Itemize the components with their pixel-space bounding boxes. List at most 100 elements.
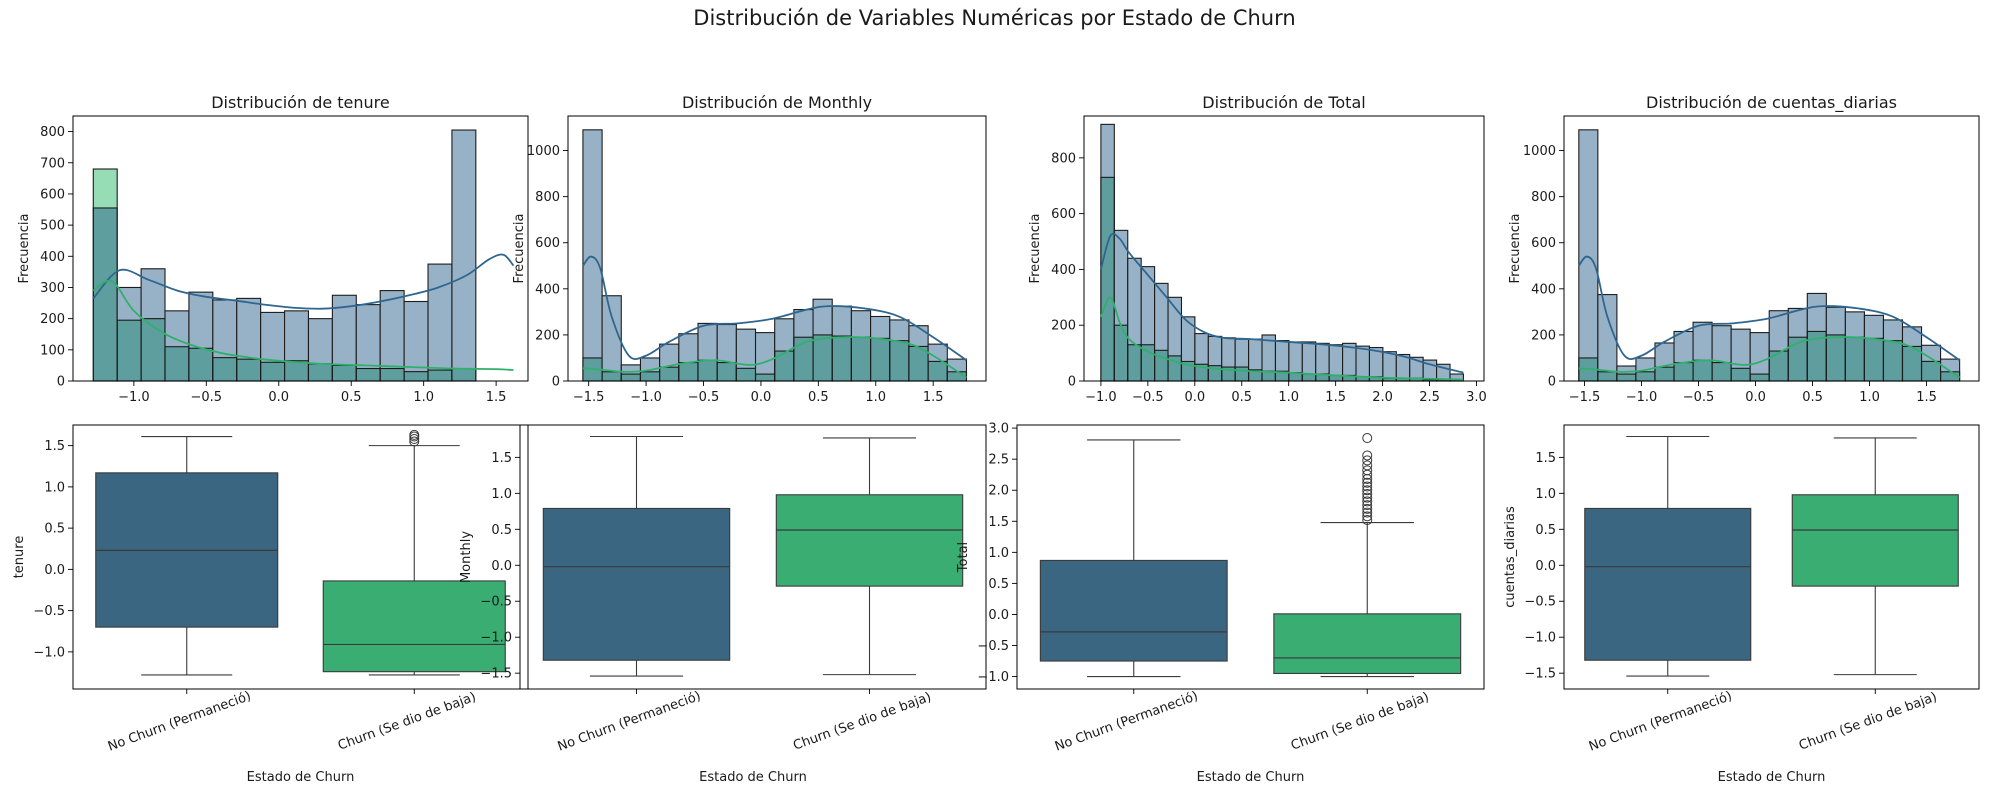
- outlier-point: [1362, 485, 1373, 496]
- hist-bar-upper: [1248, 339, 1263, 370]
- y-axis-label: tenure: [12, 536, 27, 579]
- axes-frame: [1563, 424, 1980, 690]
- outlier-point: [1362, 496, 1373, 507]
- x-tick-label: 2.0: [1372, 390, 1393, 405]
- hist-bar-upper: [1181, 316, 1195, 362]
- hist-bar-upper: [1141, 266, 1155, 345]
- x-tick-label: 0.0: [268, 390, 289, 405]
- box-churn: [1791, 494, 1959, 587]
- y-tick-label: 0.5: [44, 522, 65, 537]
- hist-bar-upper: [1100, 124, 1115, 178]
- hist-bar-upper: [1302, 341, 1316, 375]
- hist-bar-upper: [1382, 351, 1397, 379]
- y-tick-label: 400: [1051, 263, 1076, 278]
- x-tick-label: 0.0: [1745, 390, 1766, 405]
- hist-bar-upper: [93, 169, 118, 208]
- hist-bar-upper: [1674, 331, 1694, 363]
- hist-bar-overlap: [1235, 367, 1249, 381]
- y-tick-label: −1.0: [977, 670, 1009, 685]
- hist-bar-upper: [908, 325, 929, 347]
- y-tick-label: 600: [1051, 207, 1076, 222]
- x-tick-label: Churn (Se dio de baja): [336, 690, 478, 754]
- hist-bar-overlap: [659, 367, 679, 381]
- hist-bar-overlap: [1369, 376, 1383, 381]
- x-tick-label: No Churn (Permaneció): [106, 689, 253, 755]
- subplot-title: Distribución de tenure: [211, 93, 390, 112]
- hist-bar-upper: [356, 304, 381, 369]
- hist-bar-upper: [380, 290, 405, 369]
- hist-bar-upper: [428, 264, 452, 371]
- hist-bar-overlap: [1100, 177, 1115, 381]
- kde-line-churn: [1100, 296, 1464, 381]
- subplot-5: No Churn (Permaneció) Churn (Se dio de ba…: [12, 424, 529, 785]
- y-tick-label: 0.5: [988, 577, 1009, 592]
- y-tick-label: −0.5: [977, 639, 1009, 654]
- y-tick-label: 2.5: [988, 453, 1009, 468]
- hist-bar-upper: [1654, 342, 1675, 368]
- hist-bar-upper: [678, 333, 698, 363]
- outlier-point: [1362, 500, 1373, 511]
- x-tick-label: 2.5: [1419, 390, 1440, 405]
- subplot-title: Distribución de Monthly: [682, 93, 872, 112]
- hist-bar-upper: [332, 295, 357, 366]
- box-churn: [1273, 613, 1462, 675]
- hist-bar-overlap: [1940, 371, 1960, 381]
- y-tick-label: 0: [1068, 375, 1076, 390]
- hist-bar-overlap: [1181, 361, 1195, 381]
- hist-bar-upper: [1114, 230, 1128, 326]
- y-axis-label: Monthly: [459, 531, 474, 583]
- hist-bar-upper: [1578, 129, 1598, 358]
- hist-bar-overlap: [404, 371, 429, 381]
- hist-bar-upper: [1883, 319, 1903, 341]
- hist-bar-overlap: [1329, 375, 1343, 381]
- y-tick-label: 800: [1531, 190, 1556, 205]
- hist-bar-overlap: [428, 370, 452, 381]
- hist-bar-overlap: [451, 368, 476, 381]
- outlier-point: [1362, 460, 1373, 471]
- hist-bar-overlap: [141, 318, 166, 381]
- y-tick-label: 500: [40, 219, 65, 234]
- hist-bar-upper: [188, 292, 213, 349]
- hist-bar-upper: [851, 310, 871, 338]
- y-tick-label: 600: [40, 187, 65, 202]
- x-tick-label: −1.0: [1085, 390, 1117, 405]
- hist-bar-overlap: [1409, 378, 1424, 381]
- y-tick-label: 800: [535, 190, 560, 205]
- kde-line-no-churn: [582, 255, 967, 362]
- hist-bar-upper: [1940, 359, 1960, 372]
- hist-bar-upper: [1616, 366, 1636, 375]
- outlier-point: [409, 429, 420, 440]
- hist-bar-overlap: [1342, 375, 1357, 381]
- y-tick-label: 0.0: [1535, 559, 1556, 574]
- x-tick-label: 1.5: [923, 390, 944, 405]
- hist-bar-overlap: [1597, 371, 1617, 381]
- y-tick-label: −0.5: [1524, 595, 1556, 610]
- x-tick-label: 1.0: [1859, 390, 1880, 405]
- hist-bar-upper: [1221, 337, 1236, 368]
- x-tick-label: 1.5: [486, 390, 507, 405]
- figure-title: Distribución de Variables Numéricas por …: [693, 6, 1296, 30]
- outlier-point: [1362, 455, 1373, 466]
- y-tick-label: 200: [1531, 328, 1556, 343]
- hist-bar-overlap: [697, 360, 718, 381]
- hist-bar-upper: [659, 344, 679, 368]
- y-tick-label: 0: [1548, 375, 1556, 390]
- y-axis-label: Frecuencia: [17, 214, 32, 284]
- hist-bar-overlap: [212, 357, 237, 381]
- y-tick-label: 1.5: [491, 451, 512, 466]
- y-tick-label: 1.5: [44, 439, 65, 454]
- hist-bar-upper: [774, 318, 794, 352]
- y-tick-label: 400: [40, 250, 65, 265]
- x-tick-label: 1.5: [1325, 390, 1346, 405]
- hist-bar-upper: [1921, 345, 1941, 362]
- hist-bar-overlap: [928, 361, 948, 381]
- x-tick-label: −0.5: [1132, 390, 1164, 405]
- hist-bar-overlap: [755, 374, 775, 381]
- hist-bar-overlap: [188, 348, 213, 381]
- hist-bar-overlap: [678, 362, 698, 381]
- hist-bar-upper: [697, 323, 718, 361]
- hist-bar-upper: [793, 309, 814, 338]
- hist-bar-upper: [1864, 315, 1884, 339]
- y-tick-label: 600: [535, 236, 560, 251]
- hist-bar-overlap: [1616, 374, 1636, 381]
